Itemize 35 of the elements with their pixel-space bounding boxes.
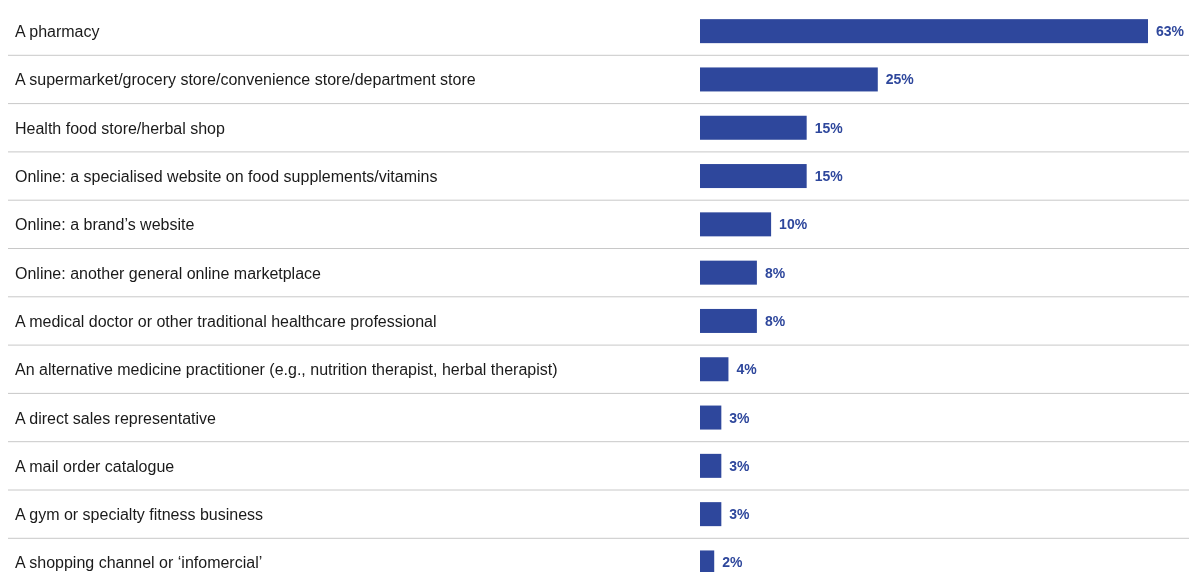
data-label: 8% (764, 312, 786, 329)
y-tick-label: A pharmacy (15, 23, 100, 41)
y-tick-label: A shopping channel or ‘infomercial’ (15, 554, 263, 572)
bar (700, 19, 1148, 44)
bar (700, 453, 722, 478)
data-label: 25% (885, 71, 915, 88)
y-tick-label: A medical doctor or other traditional healthcare professional (15, 312, 437, 330)
bar (700, 115, 807, 140)
bar (700, 308, 757, 333)
bar (700, 260, 757, 285)
y-tick-label: Online: a brand’s website (15, 216, 195, 234)
data-label: 2% (722, 554, 744, 571)
bar (700, 357, 729, 382)
y-tick-label: A gym or specialty fitness business (15, 506, 264, 524)
data-label: 3% (729, 506, 751, 523)
y-tick-label: A mail order catalogue (15, 457, 175, 475)
data-label: 8% (764, 264, 786, 281)
y-tick-label: A direct sales representative (15, 409, 217, 427)
data-label: 4% (736, 361, 758, 378)
data-label: 10% (779, 216, 808, 233)
y-tick-label: Health food store/herbal shop (15, 119, 226, 137)
bar (700, 405, 722, 430)
y-tick-label: Online: a specialised website on food supplements/vitamins (15, 168, 438, 186)
y-tick-label: An alternative medicine practitioner (e.g., nutrition therapist, herbal therapist) (15, 361, 558, 379)
bar (700, 164, 807, 189)
bar (700, 502, 722, 527)
data-label: 63% (1156, 23, 1185, 40)
y-tick-label: A supermarket/grocery store/convenience store/department store (15, 71, 476, 89)
bar (700, 67, 878, 92)
data-label: 3% (729, 409, 751, 426)
data-label: 3% (729, 457, 751, 474)
bar (700, 212, 772, 237)
data-label: 15% (814, 168, 844, 185)
data-label: 15% (814, 119, 844, 136)
y-tick-label: Online: another general online marketplace (15, 264, 322, 282)
